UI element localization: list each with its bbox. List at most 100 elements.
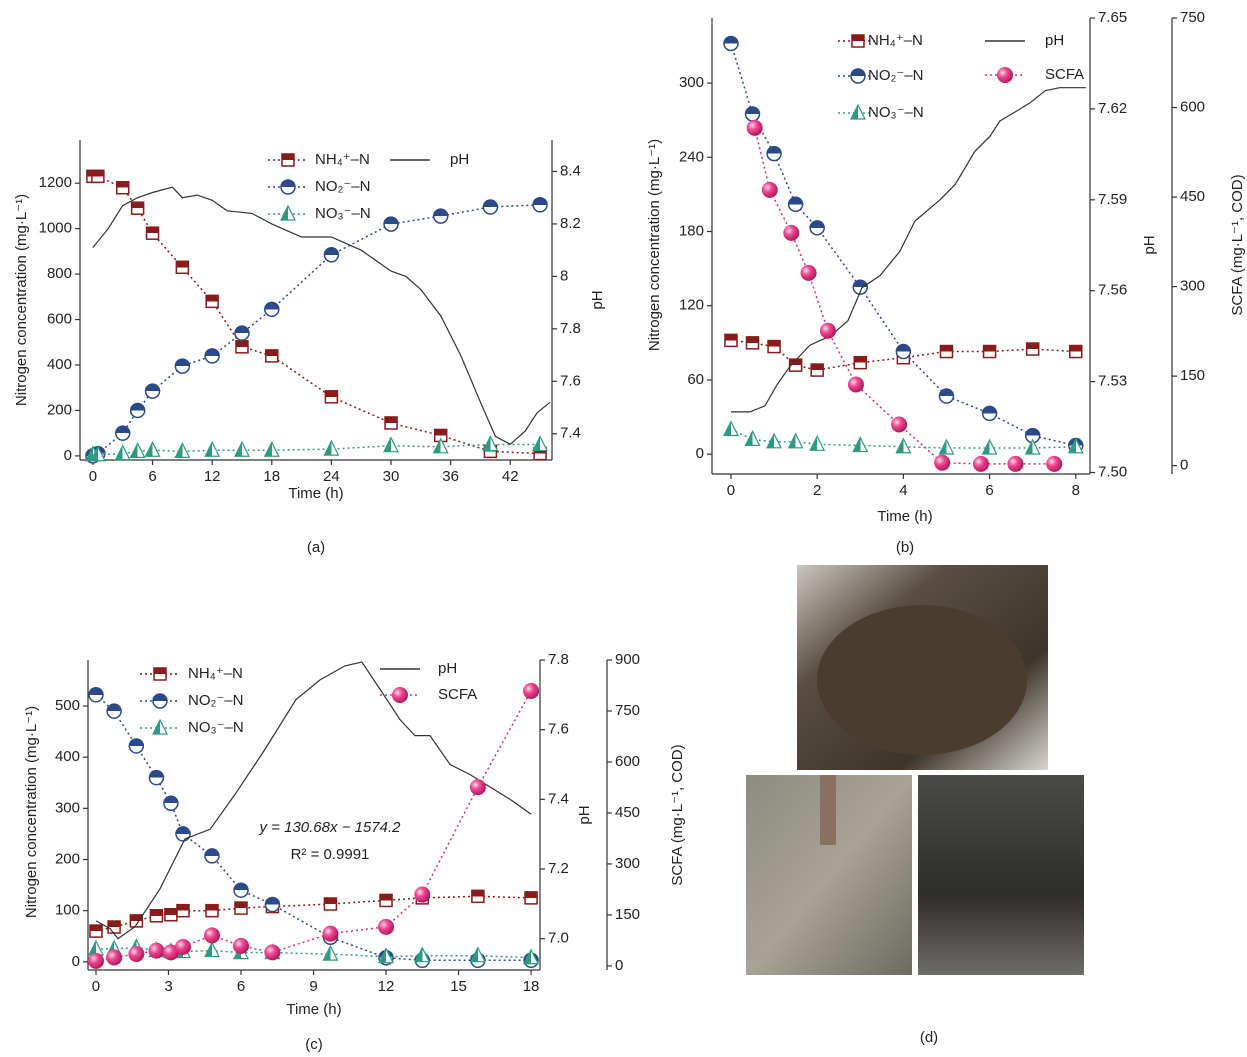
y-tick-label: 100	[55, 902, 80, 919]
marker	[131, 403, 145, 417]
marker	[265, 442, 279, 456]
y-tick-label: 0	[696, 445, 704, 462]
x-tick-label: 12	[378, 978, 395, 995]
y2-tick-label: 7.0	[548, 930, 569, 947]
marker	[116, 426, 130, 440]
y-tick-label: 300	[55, 799, 80, 816]
marker	[380, 894, 392, 906]
marker	[149, 771, 163, 785]
marker	[205, 442, 219, 456]
y2-axis-title: pH	[576, 805, 593, 824]
marker	[176, 261, 188, 273]
y-tick-label: 180	[679, 222, 704, 239]
y2-tick-label: 7.6	[548, 721, 569, 738]
marker	[472, 890, 484, 902]
y-tick-label: 120	[679, 297, 704, 314]
marker	[324, 441, 338, 455]
y2-tick-label: 7.4	[548, 790, 569, 807]
marker	[724, 36, 738, 50]
marker	[891, 416, 907, 432]
marker	[1027, 343, 1039, 355]
marker	[128, 946, 144, 962]
x-tick-label: 6	[237, 978, 245, 995]
legend-marker	[281, 206, 295, 220]
marker	[117, 182, 129, 194]
marker	[725, 334, 737, 346]
legend-label: pH	[450, 151, 469, 168]
y3-tick-label: 600	[615, 753, 640, 770]
x-tick-label: 12	[204, 468, 221, 485]
legend-marker	[154, 668, 166, 680]
marker	[175, 939, 191, 955]
marker	[177, 905, 189, 917]
marker	[107, 704, 121, 718]
y-axis-title: Nitrogen concentration (mg·L⁻¹)	[23, 706, 40, 918]
series-line	[93, 187, 550, 444]
y-tick-label: 60	[687, 371, 704, 388]
marker	[483, 437, 497, 451]
x-tick-label: 3	[164, 978, 172, 995]
marker	[414, 887, 430, 903]
y-tick-label: 500	[55, 697, 80, 714]
marker	[1026, 440, 1040, 454]
y-tick-label: 300	[679, 74, 704, 91]
marker	[234, 883, 248, 897]
y2-tick-label: 8.4	[560, 162, 581, 179]
y-tick-label: 1000	[39, 220, 72, 237]
marker	[746, 431, 760, 445]
series-line	[755, 128, 1054, 464]
y-tick-label: 240	[679, 148, 704, 165]
caption: (b)	[896, 539, 914, 556]
x-tick-label: 6	[985, 482, 993, 499]
marker	[146, 384, 160, 398]
marker	[747, 120, 763, 136]
legend-label: NO₃⁻–N	[868, 104, 924, 121]
marker	[89, 688, 103, 702]
x-tick-label: 6	[148, 468, 156, 485]
legend-marker	[851, 69, 865, 83]
marker	[523, 683, 539, 699]
marker	[801, 265, 817, 281]
marker	[175, 443, 189, 457]
y2-tick-label: 7.4	[560, 425, 581, 442]
x-tick-label: 0	[92, 978, 100, 995]
y2-tick-label: 8.2	[560, 215, 581, 232]
marker	[434, 209, 448, 223]
legend-marker	[852, 35, 864, 47]
y3-tick-label: 150	[1180, 367, 1205, 384]
marker	[131, 443, 145, 457]
y-tick-label: 800	[47, 265, 72, 282]
y3-tick-label: 750	[1180, 9, 1205, 26]
legend-label: NO₂⁻–N	[188, 692, 243, 709]
marker	[973, 456, 989, 472]
photo-detail	[817, 605, 1027, 755]
marker	[264, 944, 280, 960]
marker	[525, 892, 537, 904]
y-tick-label: 1200	[39, 174, 72, 191]
y-tick-label: 200	[55, 850, 80, 867]
x-tick-label: 0	[89, 468, 97, 485]
marker	[896, 345, 910, 359]
marker	[896, 439, 910, 453]
marker	[204, 927, 220, 943]
marker	[940, 346, 952, 358]
marker	[767, 147, 781, 161]
x-tick-label: 0	[727, 482, 735, 499]
y3-tick-label: 150	[615, 906, 640, 923]
marker	[984, 346, 996, 358]
legend-marker	[153, 694, 167, 708]
marker	[848, 376, 864, 392]
x-axis-title: Time (h)	[288, 485, 343, 502]
marker	[768, 341, 780, 353]
y-tick-label: 600	[47, 311, 72, 328]
marker	[746, 107, 760, 121]
y2-tick-label: 7.59	[1098, 191, 1127, 208]
marker	[205, 943, 219, 957]
marker	[762, 182, 778, 198]
marker	[820, 323, 836, 339]
marker	[322, 926, 338, 942]
x-tick-label: 42	[502, 468, 519, 485]
marker	[385, 417, 397, 429]
marker	[384, 217, 398, 231]
y2-tick-label: 7.8	[548, 651, 569, 668]
